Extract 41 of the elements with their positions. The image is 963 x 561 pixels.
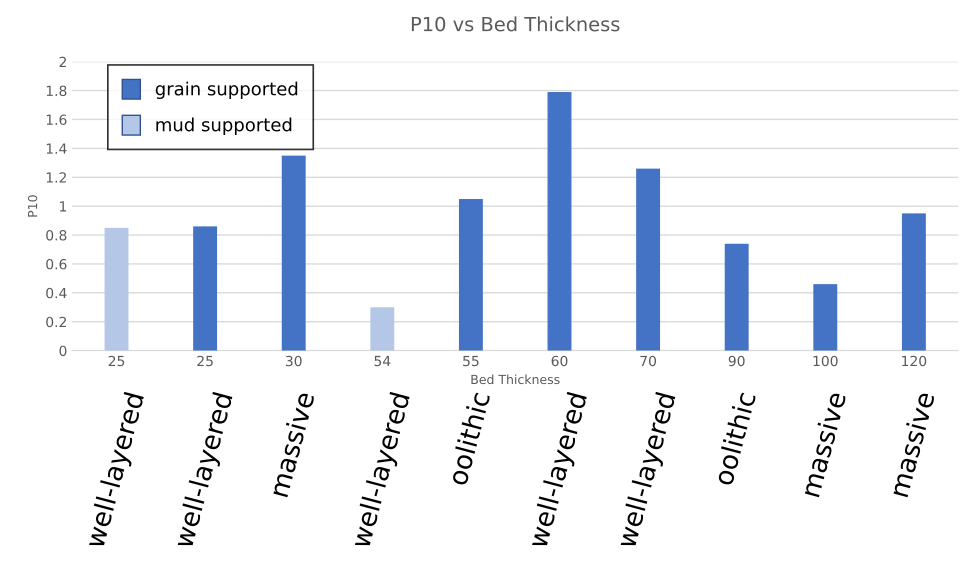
y-tick-label: 1.4 <box>46 144 67 154</box>
y-tick-label: 0.6 <box>46 258 66 270</box>
text: massive <box>800 390 846 498</box>
y-tick-label: 0.4 <box>46 288 67 298</box>
x-tick-label: 120 <box>902 356 926 366</box>
x-tick-label: 70 <box>640 356 656 366</box>
y-tick-label: 1 <box>60 201 66 212</box>
text: oolithic <box>446 391 490 486</box>
bar <box>282 156 306 351</box>
x-tick-label: 60 <box>552 356 568 366</box>
y-tick-label: 1.8 <box>46 86 66 96</box>
bar <box>458 198 483 351</box>
bar <box>104 228 128 351</box>
y-axis-title: P10 <box>28 195 38 217</box>
bar <box>370 307 394 351</box>
x-tick-label: 100 <box>814 356 838 366</box>
y-tick-label: 0.8 <box>46 230 66 241</box>
chart-title: P10 vs Bed Thickness <box>412 16 620 32</box>
y-tick-label: 0.2 <box>46 316 66 328</box>
y-tick-label: 2 <box>60 56 66 67</box>
bar <box>724 244 749 351</box>
text: massive <box>268 390 315 498</box>
text: massive <box>888 390 935 498</box>
bar <box>813 284 838 351</box>
bar <box>548 92 572 351</box>
x-axis-title: Bed Thickness <box>471 374 560 384</box>
legend-label: grain supported <box>156 82 298 100</box>
x-tick-label: 30 <box>286 356 302 366</box>
y-tick-label: 1.2 <box>46 172 66 183</box>
text: oolithic <box>712 391 756 486</box>
x-tick-label: 54 <box>374 356 390 366</box>
bar <box>636 168 660 351</box>
bar <box>902 213 926 351</box>
x-tick-label: 25 <box>108 356 124 366</box>
legend-label: mud supported <box>156 118 292 135</box>
bar <box>193 226 218 351</box>
x-tick-label: 25 <box>197 356 213 366</box>
y-tick-label: 0 <box>59 346 66 356</box>
x-tick-label: 90 <box>728 356 745 366</box>
y-tick-label: 1.6 <box>46 114 66 125</box>
x-tick-label: 55 <box>463 356 479 366</box>
